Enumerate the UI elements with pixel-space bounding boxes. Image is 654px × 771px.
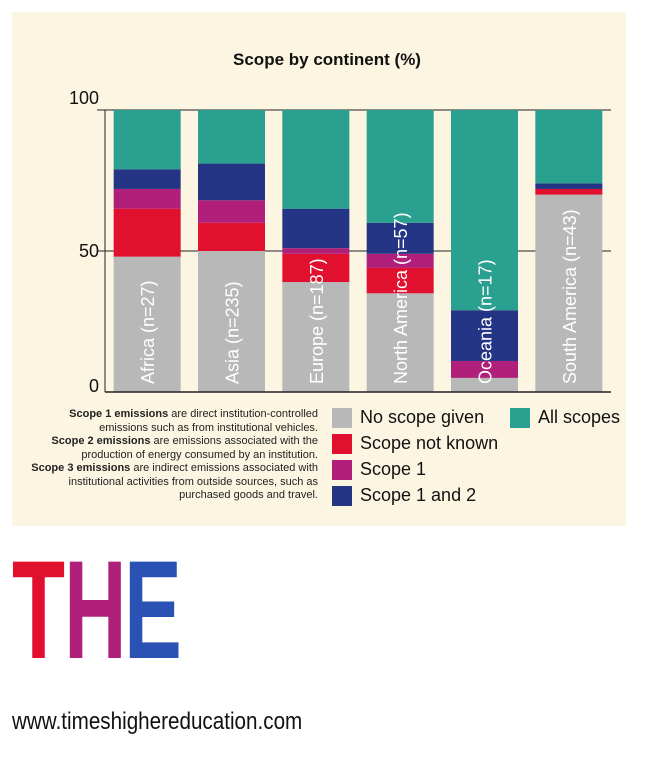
bar-segment bbox=[366, 267, 434, 294]
the-logo: T H E bbox=[12, 531, 182, 688]
scope-1-definition: Scope 1 emissions are direct institution… bbox=[20, 408, 318, 435]
bar-segment bbox=[535, 194, 603, 392]
bar-segment bbox=[366, 222, 434, 254]
legend: No scope given All scopes Scope not know… bbox=[332, 404, 622, 514]
bar-segment bbox=[535, 188, 603, 195]
y-axis-ticks: 0 50 100 bbox=[69, 88, 99, 396]
category-label: Asia (n=235) bbox=[223, 281, 243, 384]
bar-segment bbox=[451, 310, 518, 361]
bar-segment bbox=[198, 222, 265, 251]
scope-3-term: Scope 3 emissions bbox=[31, 462, 131, 474]
legend-item-scope-1: Scope 1 bbox=[332, 459, 426, 480]
legend-item-all-scopes: All scopes bbox=[510, 407, 620, 428]
bar-segment bbox=[113, 188, 181, 209]
logo-letter-t: T bbox=[12, 531, 66, 688]
bar-segment bbox=[113, 208, 181, 257]
bar-segment bbox=[198, 163, 265, 201]
chart-title: Scope by continent (%) bbox=[233, 50, 421, 69]
category-label: Europe (n=187) bbox=[307, 258, 327, 384]
bar-segment bbox=[451, 360, 518, 378]
bars bbox=[113, 110, 603, 392]
legend-label-all-scopes: All scopes bbox=[538, 407, 621, 427]
bar-segment bbox=[535, 110, 603, 184]
legend-label-scope-1-and-2: Scope 1 and 2 bbox=[360, 485, 477, 505]
category-labels: Africa (n=27) Asia (n=235) Europe (n=187) N… bbox=[138, 209, 580, 384]
logo-letter-h: H bbox=[64, 531, 127, 688]
legend-swatch-no-scope bbox=[332, 407, 352, 428]
scope-3-text: are indirect emissions associated with i… bbox=[68, 462, 318, 501]
bar-segment bbox=[451, 377, 518, 392]
category-label: Africa (n=27) bbox=[138, 280, 158, 384]
category-label: Oceania (n=17) bbox=[476, 259, 496, 384]
bar-segment bbox=[282, 248, 350, 254]
legend-swatch-all-scopes bbox=[510, 407, 530, 428]
y-tick-label: 0 bbox=[89, 376, 99, 396]
category-label: North America (n=57) bbox=[391, 212, 411, 384]
scope-1-text: are direct institution-controlled emissi… bbox=[99, 408, 318, 434]
category-label: South America (n=43) bbox=[560, 209, 580, 384]
scope-1-term: Scope 1 emissions bbox=[69, 408, 169, 420]
bar-segment bbox=[282, 282, 350, 392]
bar-segment bbox=[198, 200, 265, 223]
bar-segment bbox=[451, 110, 518, 311]
bar-segment bbox=[198, 251, 265, 392]
y-tick-label: 100 bbox=[69, 88, 99, 108]
legend-label-no-scope: No scope given bbox=[360, 407, 485, 427]
legend-swatch-scope-1-and-2 bbox=[332, 485, 352, 506]
legend-item-no-scope: No scope given bbox=[332, 407, 484, 428]
legend-label-scope-1: Scope 1 bbox=[360, 459, 427, 479]
legend-swatch-scope-not-known bbox=[332, 433, 352, 454]
logo-letter-e: E bbox=[124, 531, 182, 688]
bar-segment bbox=[366, 110, 434, 223]
legend-label-scope-not-known: Scope not known bbox=[360, 433, 499, 453]
bar-segment bbox=[282, 253, 350, 283]
bar-segment bbox=[282, 208, 350, 249]
legend-item-scope-not-known: Scope not known bbox=[332, 433, 498, 454]
bar-segment bbox=[366, 293, 434, 392]
grid-lines bbox=[97, 109, 611, 252]
website-url: www.timeshighereducation.com bbox=[12, 708, 303, 735]
scope-2-text: are emissions associated with the produc… bbox=[81, 435, 318, 461]
bar-segment bbox=[198, 110, 265, 164]
bar-segment bbox=[113, 110, 181, 170]
bar-segment bbox=[113, 169, 181, 189]
bar-segment bbox=[113, 256, 181, 392]
axis bbox=[104, 110, 611, 393]
bar-segment bbox=[535, 183, 603, 189]
scope-2-term: Scope 2 emissions bbox=[51, 435, 151, 447]
bar-segment bbox=[282, 110, 350, 209]
stacked-bar-chart: Africa (n=27) Asia (n=235) Europe (n=187) N… bbox=[69, 88, 611, 396]
legend-swatch-scope-1 bbox=[332, 459, 352, 480]
y-tick-label: 50 bbox=[79, 241, 99, 261]
scope-3-definition: Scope 3 emissions are indirect emissions… bbox=[20, 462, 318, 503]
bar-segment bbox=[366, 253, 434, 268]
legend-item-scope-1-and-2: Scope 1 and 2 bbox=[332, 485, 476, 506]
scope-definitions: Scope 1 emissions are direct institution… bbox=[20, 408, 318, 503]
scope-2-definition: Scope 2 emissions are emissions associat… bbox=[20, 435, 318, 462]
